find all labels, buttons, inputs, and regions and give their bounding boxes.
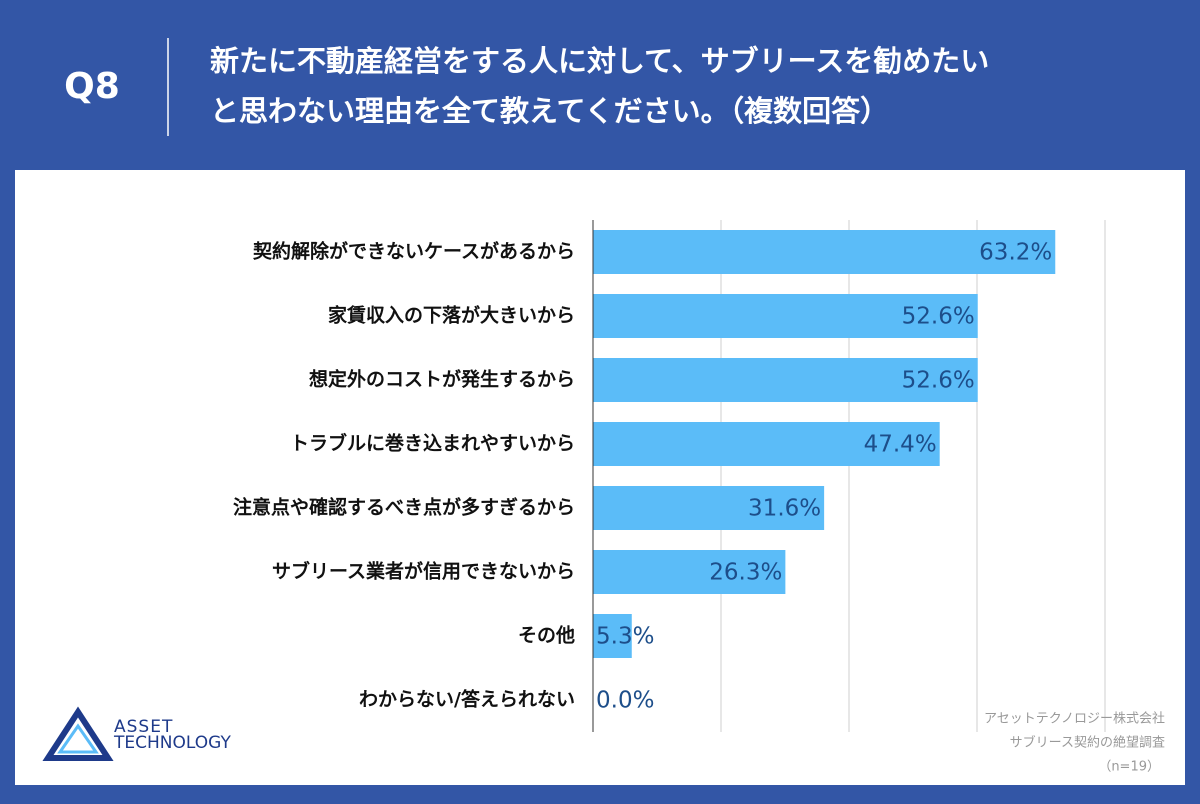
source: （n=19） bbox=[1098, 760, 1160, 775]
bar bbox=[593, 422, 940, 466]
y-tick-label: 家賃収入の下落が大きいから bbox=[328, 304, 575, 327]
bar bbox=[593, 550, 786, 594]
value-label: 52.6% bbox=[902, 304, 975, 330]
bar bbox=[593, 614, 632, 658]
y-tick-label: その他 bbox=[518, 624, 575, 647]
logo-text: TECHNOLOGY bbox=[113, 733, 231, 753]
source: アセットテクノロジー株式会社 bbox=[984, 711, 1165, 727]
chart-title: 新たに不動産経営をする人に対して、サブリースを勧めたい bbox=[210, 44, 989, 78]
value-label: 52.6% bbox=[902, 368, 975, 394]
logo-mark bbox=[57, 723, 99, 754]
bar bbox=[593, 358, 978, 402]
bar bbox=[593, 486, 825, 530]
plot: 契約解除ができないケースがあるから 63.2% 家賃収入の下落が大きいから 52.6%… bbox=[233, 220, 1106, 732]
value-label: 31.6% bbox=[748, 496, 821, 522]
y-tick-label: トラブルに巻き込まれやすいから bbox=[290, 432, 575, 455]
bar bbox=[593, 230, 1056, 274]
source: サブリース契約の絶望調査 bbox=[1010, 735, 1165, 751]
value-label: 63.2% bbox=[979, 240, 1052, 266]
y-tick-label: 注意点や確認するべき点が多すぎるから bbox=[233, 496, 575, 519]
logo-text: ASSET bbox=[114, 717, 173, 737]
bar bbox=[593, 294, 978, 338]
question-label: Q8 bbox=[64, 66, 120, 107]
value-label: 47.4% bbox=[864, 432, 937, 458]
value-label: 26.3% bbox=[709, 560, 782, 586]
y-tick-label: サブリース業者が信用できないから bbox=[272, 560, 575, 583]
logo-mark bbox=[42, 706, 114, 761]
value-label: 5.3% bbox=[596, 624, 654, 650]
y-tick-label: 想定外のコストが発生するから bbox=[309, 368, 575, 391]
value-label: 0.0% bbox=[596, 688, 654, 714]
y-tick-label: 契約解除ができないケースがあるから bbox=[252, 240, 575, 263]
y-tick-label: わからない/答えられない bbox=[359, 688, 575, 711]
chart-title: と思わない理由を全て教えてください。（複数回答） bbox=[210, 94, 889, 128]
